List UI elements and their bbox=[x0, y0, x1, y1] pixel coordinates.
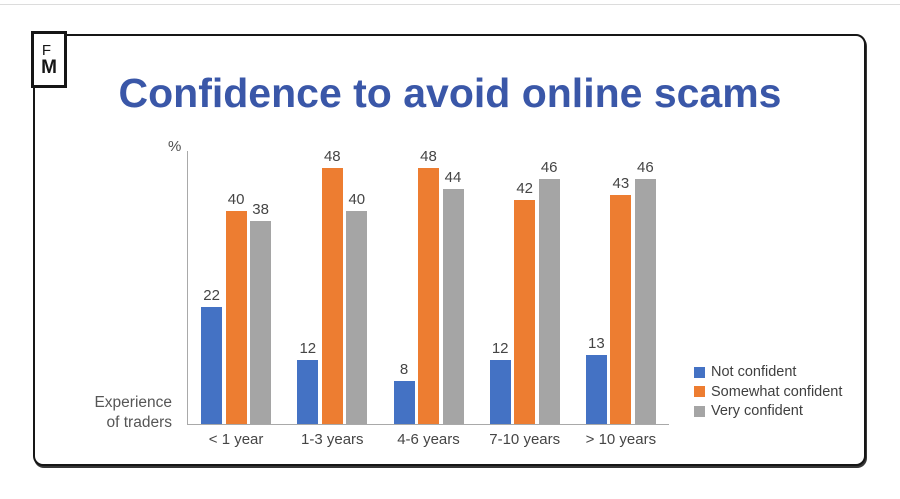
bar-value-label: 22 bbox=[203, 287, 220, 304]
x-axis-category-label: > 10 years bbox=[585, 431, 657, 448]
y-axis-unit-label: % bbox=[168, 138, 182, 155]
legend-swatch-icon bbox=[694, 405, 705, 417]
bar-value-label: 40 bbox=[227, 191, 245, 208]
bar-somewhat-confident bbox=[610, 195, 632, 424]
bar-value-label: 44 bbox=[444, 169, 462, 186]
bar-very-confident bbox=[634, 179, 656, 424]
bar-somewhat-confident bbox=[418, 168, 439, 424]
bar-value-label: 38 bbox=[252, 201, 269, 218]
x-axis-category-label: 1-3 years bbox=[301, 431, 364, 448]
x-axis-title-line2: of traders bbox=[106, 413, 172, 431]
bar-value-label: 48 bbox=[420, 148, 437, 165]
chart-title: Confidence to avoid online scams bbox=[118, 70, 782, 116]
fm-logo-letter-f: F bbox=[41, 41, 52, 59]
chart-legend: Not confident Somewhat confident Very conf… bbox=[694, 364, 842, 423]
bar-somewhat-confident bbox=[225, 211, 247, 424]
bar-not-confident bbox=[489, 360, 511, 424]
legend-label: Very confident bbox=[711, 403, 803, 419]
bar-not-confident bbox=[585, 355, 607, 424]
x-axis-category-label: 4-6 years bbox=[397, 431, 460, 448]
bar-value-label: 40 bbox=[348, 191, 366, 208]
bar-very-confident bbox=[442, 189, 464, 424]
bar-value-label: 8 bbox=[399, 361, 409, 378]
bar-very-confident bbox=[250, 221, 272, 424]
bar-not-confident bbox=[393, 381, 415, 424]
bar-value-label: 46 bbox=[540, 159, 558, 176]
bar-value-label: 12 bbox=[491, 340, 509, 357]
bar-value-label: 42 bbox=[516, 180, 534, 197]
x-axis-title: Experience of traders bbox=[38, 393, 172, 432]
fm-logo: F M bbox=[31, 31, 67, 88]
bar-somewhat-confident bbox=[321, 168, 343, 424]
legend-label: Somewhat confident bbox=[711, 383, 843, 400]
bar-very-confident bbox=[538, 179, 560, 424]
x-axis-category-label: 7-10 years bbox=[489, 431, 561, 448]
bar-value-label: 12 bbox=[299, 340, 317, 357]
legend-swatch-icon bbox=[694, 386, 705, 397]
bar-value-label: 13 bbox=[588, 335, 605, 352]
bar-not-confident bbox=[297, 360, 319, 424]
legend-swatch-icon bbox=[694, 366, 705, 378]
fm-logo-letter-m: M bbox=[41, 56, 57, 78]
page-top-hairline bbox=[0, 4, 900, 5]
bar-value-label: 48 bbox=[323, 148, 341, 165]
bar-value-label: 46 bbox=[637, 159, 654, 176]
bar-very-confident bbox=[346, 211, 368, 424]
x-axis-category-label: < 1 year bbox=[208, 431, 264, 448]
legend-item: Very confident bbox=[694, 403, 842, 419]
x-axis-title-line1: Experience bbox=[94, 394, 172, 411]
bar-not-confident bbox=[201, 307, 223, 424]
bar-somewhat-confident bbox=[514, 200, 536, 424]
legend-item: Somewhat confident bbox=[694, 384, 842, 400]
legend-label: Not confident bbox=[711, 364, 797, 380]
bar-value-label: 43 bbox=[612, 175, 630, 192]
bar-chart-plot: 22 40 38 < 1 year 12 48 40 1-3 years 8 48 44 4-6 ye… bbox=[187, 148, 669, 448]
legend-item: Not confident bbox=[694, 364, 842, 380]
